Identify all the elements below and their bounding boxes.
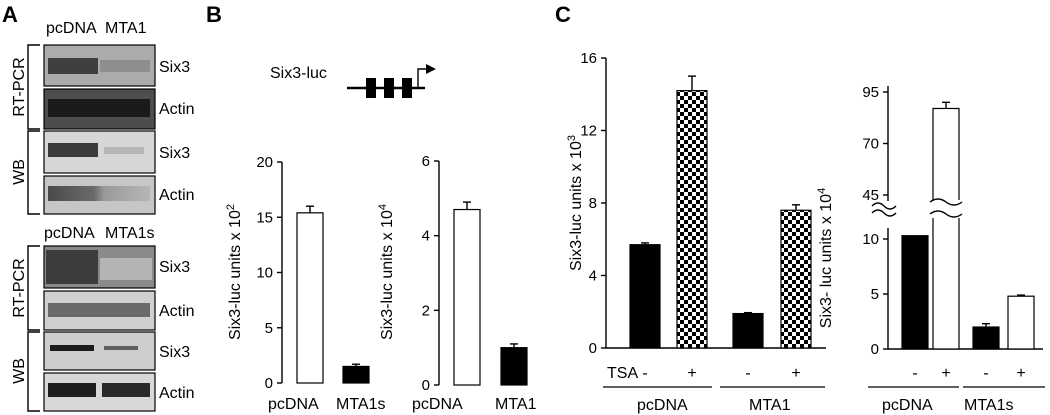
tsa-label: TSA <box>607 365 638 382</box>
a-top-row-six3: Six3 <box>159 59 190 76</box>
c2-bar-break-icon <box>929 198 963 206</box>
a-bottom-rtpcr-bracket <box>27 245 40 331</box>
c2-ytick-label: 95 <box>862 84 879 101</box>
a-bottom-wb-label: WB <box>11 358 28 384</box>
c1-tsa-sign: - <box>745 365 750 382</box>
c1-ytick-label: 16 <box>580 50 597 67</box>
b2-y-label: Six3-luc units x 104 <box>377 204 396 340</box>
c2-bar-mta1s-tsa-plus <box>1007 295 1035 350</box>
c2-group-label: pcDNA <box>882 397 933 414</box>
c2-y-label: Six3- luc units x 104 <box>816 188 835 328</box>
band <box>48 186 150 201</box>
b1-y-label: Six3-luc units x 102 <box>225 204 244 340</box>
b2-ytick-label: 0 <box>422 377 430 394</box>
c2-axis-break-icon <box>871 202 897 210</box>
band <box>104 147 144 154</box>
c1-ytick-label: 12 <box>580 123 597 140</box>
c2-ytick-label: 10 <box>862 231 879 248</box>
a-top-rtpcr-bracket <box>27 44 40 130</box>
b2-ytick-label: 2 <box>422 302 430 319</box>
panel-c-label: C <box>555 2 571 27</box>
c2-group-label: MTA1s <box>964 397 1013 414</box>
six3-luc-construct <box>347 64 436 98</box>
construct-label: Six3-luc <box>270 65 327 82</box>
a-top-row-actin: Actin <box>159 101 195 118</box>
c2-bar-pcdna-tsa-plus <box>932 107 960 350</box>
a-bottom-row-six3-wb: Six3 <box>159 344 190 361</box>
c1-ytick-label: 0 <box>589 340 597 357</box>
b1-ytick-label: 10 <box>256 265 273 282</box>
b1-bar-pcdna <box>296 212 324 384</box>
band <box>48 143 98 157</box>
c1-tsa-sign: + <box>687 365 696 382</box>
a-top-wb-label: WB <box>11 159 28 185</box>
c2-bar-mta1s-tsa-minus <box>972 326 1000 350</box>
panel-b-label: B <box>206 2 222 27</box>
c2-ytick-label: 5 <box>871 286 879 303</box>
a-top-header-pcdna: pcDNA <box>46 20 97 37</box>
band <box>100 60 150 72</box>
a-top-rtpcr-label: RT-PCR <box>11 57 28 116</box>
c1-bar-pcdna-tsa-plus <box>676 90 708 349</box>
c2-tsa-sign: - <box>912 365 917 382</box>
b1-ytick-label: 15 <box>256 209 273 226</box>
a-top-row-six3-wb: Six3 <box>159 145 190 162</box>
band <box>48 99 150 117</box>
band <box>48 383 96 397</box>
c1-bar-mta1-tsa-plus <box>780 209 812 349</box>
a-top-header-mta1: MTA1 <box>105 20 147 37</box>
a-bottom-header-pcdna: pcDNA <box>44 225 95 242</box>
b2-ytick-label: 6 <box>422 153 430 170</box>
band <box>46 250 98 284</box>
band <box>102 383 150 397</box>
b1-xlabel: pcDNA <box>268 396 319 413</box>
c1-ytick-label: 8 <box>589 195 597 212</box>
b1-xlabel: MTA1s <box>336 396 385 413</box>
b1-bar-mta1s <box>342 365 370 384</box>
a-bottom-header-mta1s: MTA1s <box>105 225 154 242</box>
c2-ytick-label: 45 <box>862 187 879 204</box>
a-bottom-row-actin: Actin <box>159 303 195 320</box>
panel-a-label: A <box>2 2 18 27</box>
b1-ytick-label: 20 <box>256 154 273 171</box>
promoter-arrow-icon <box>426 64 436 74</box>
a-top-blots <box>43 44 156 215</box>
a-bottom-wb-bracket <box>27 331 40 412</box>
c1-ytick-label: 4 <box>589 268 597 285</box>
b2-xlabel: pcDNA <box>412 396 463 413</box>
b1-ytick-label: 0 <box>265 375 273 392</box>
band <box>104 346 138 350</box>
a-bottom-blots <box>43 245 156 412</box>
c2-bar-break-icon <box>929 210 963 218</box>
c1-y-label: Six3-luc units x 103 <box>566 135 585 271</box>
b2-bar-pcdna <box>453 208 481 386</box>
c2-ytick-label: 0 <box>871 341 879 358</box>
c2-axis-break-icon <box>871 209 897 217</box>
c2-ytick-label: 70 <box>862 136 879 153</box>
a-top-row-actin-wb: Actin <box>159 187 195 204</box>
c1-bar-mta1-tsa-minus <box>732 312 764 349</box>
c1-bar-pcdna-tsa-minus <box>629 244 661 349</box>
b2-bar-mta1 <box>500 347 528 386</box>
c1-group-label: pcDNA <box>637 397 688 414</box>
c1-tsa-sign: - <box>642 365 647 382</box>
c2-tsa-sign: - <box>983 365 988 382</box>
c1-tsa-sign: + <box>791 365 800 382</box>
band <box>48 58 98 74</box>
band <box>50 345 94 351</box>
a-bottom-row-actin-wb: Actin <box>159 385 195 402</box>
c2-tsa-sign: + <box>941 365 950 382</box>
a-top-wb-bracket <box>27 130 40 215</box>
a-bottom-row-six3: Six3 <box>159 259 190 276</box>
band <box>48 303 150 317</box>
b1-ytick-label: 5 <box>265 320 273 337</box>
c1-group-label: MTA1 <box>749 397 791 414</box>
c2-tsa-sign: + <box>1016 365 1025 382</box>
a-bottom-rtpcr-label: RT-PCR <box>11 258 28 317</box>
band <box>100 258 152 280</box>
b2-ytick-label: 4 <box>422 228 430 245</box>
b2-xlabel: MTA1 <box>495 396 537 413</box>
